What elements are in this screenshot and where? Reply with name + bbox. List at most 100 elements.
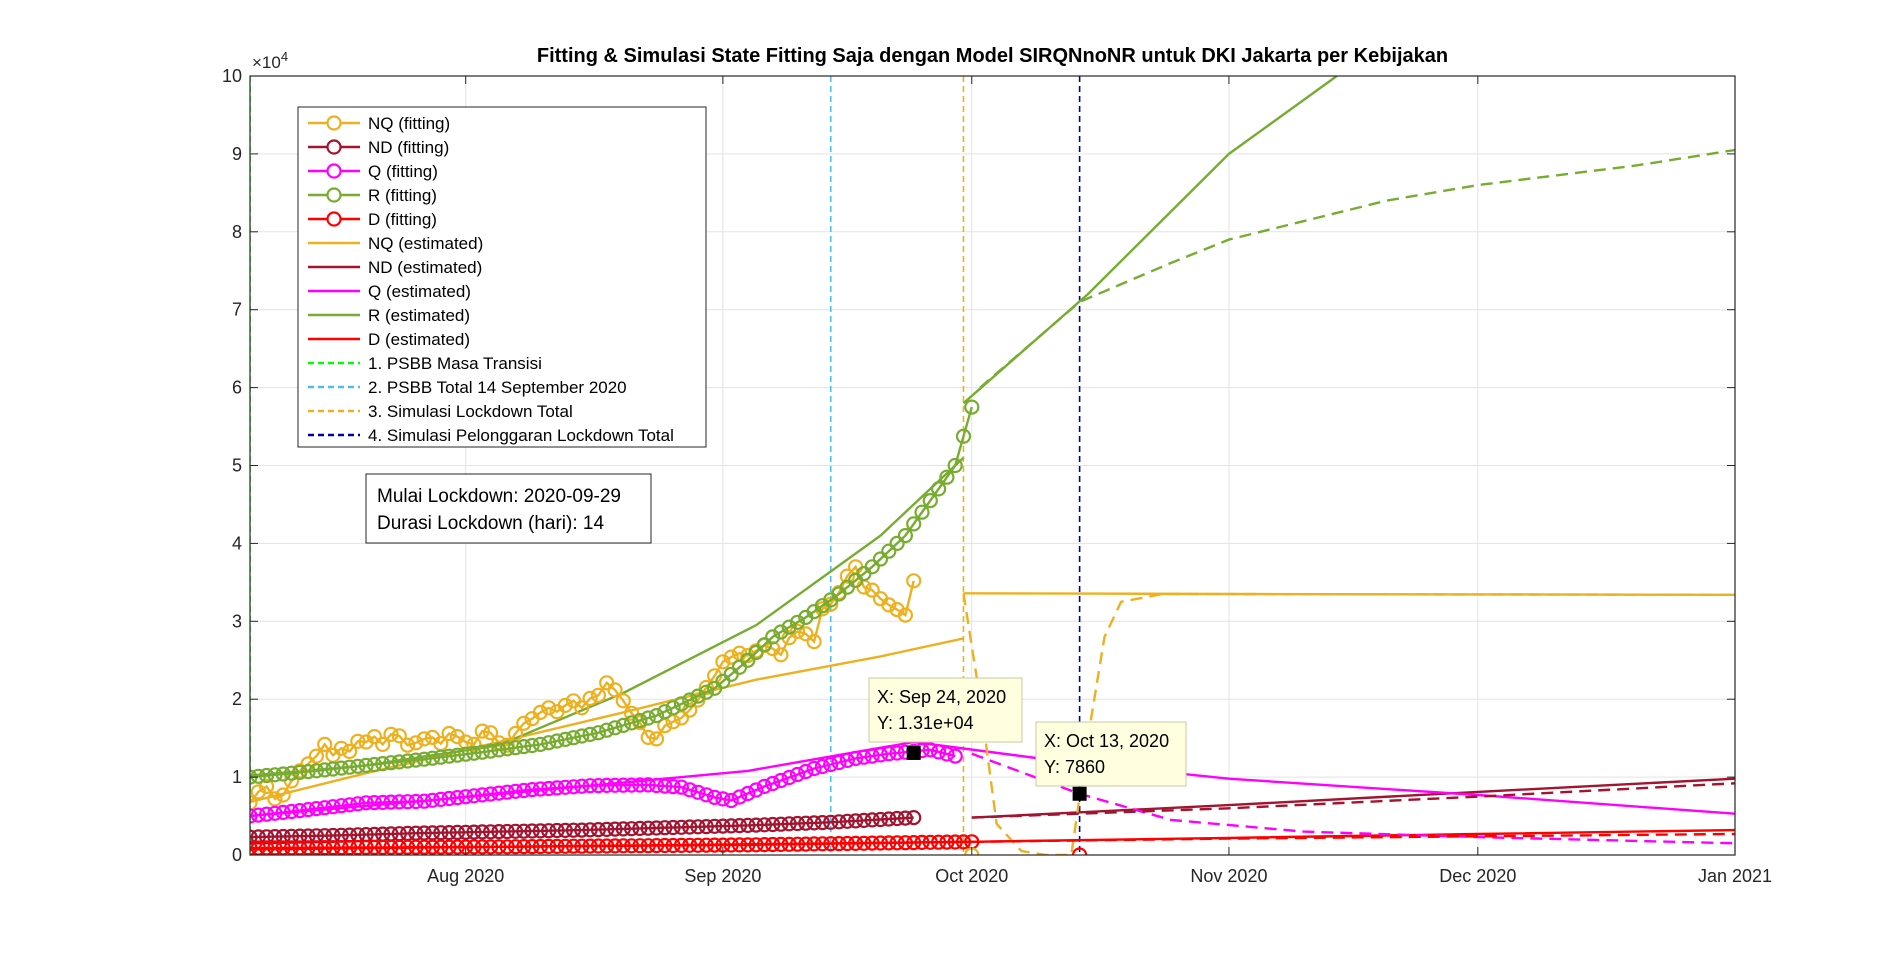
- data-point: [864, 812, 880, 828]
- data-point: [408, 839, 424, 855]
- data-point: [773, 816, 789, 832]
- data-point: [350, 839, 366, 855]
- datatip-text: X: Sep 24, 2020: [877, 687, 1006, 707]
- datatip-marker[interactable]: [906, 745, 921, 760]
- data-point: [259, 806, 275, 822]
- data-point: [491, 839, 507, 855]
- data-point: [483, 786, 499, 802]
- data-point: [549, 733, 565, 749]
- data-point: [939, 469, 955, 485]
- data-point: [789, 836, 806, 852]
- data-point: [441, 790, 457, 807]
- datatip-text: X: Oct 13, 2020: [1044, 731, 1169, 751]
- data-point: [823, 814, 839, 830]
- data-point: [325, 840, 341, 855]
- data-point: [889, 835, 905, 851]
- data-point: [682, 819, 698, 835]
- data-point: [590, 838, 607, 854]
- data-point: [648, 837, 665, 854]
- data-point: [267, 828, 283, 845]
- legend-label: ND (fitting): [368, 138, 449, 157]
- data-point: [864, 559, 880, 575]
- data-point: [930, 834, 947, 850]
- data-point: [582, 778, 598, 794]
- data-point: [715, 654, 731, 670]
- data-point: [607, 821, 623, 837]
- series-line: [971, 832, 1735, 843]
- data-point: [400, 794, 416, 810]
- data-point: [665, 700, 681, 716]
- legend-label: 3. Simulasi Lockdown Total: [368, 402, 573, 421]
- series-line: [250, 816, 914, 839]
- legend-label: 4. Simulasi Pelonggaran Lockdown Total: [368, 426, 674, 445]
- data-point: [524, 823, 540, 839]
- data-point: [623, 715, 640, 731]
- data-point: [516, 782, 532, 799]
- data-point: [590, 821, 607, 838]
- data-point: [922, 742, 938, 758]
- data-point: [499, 823, 515, 840]
- data-point: [400, 839, 416, 855]
- data-point: [806, 836, 822, 852]
- data-point: [582, 690, 598, 707]
- y-tick-label: 7: [232, 300, 242, 320]
- data-point: [756, 637, 773, 653]
- data-point: [574, 778, 590, 794]
- data-point: [259, 829, 275, 845]
- data-point: [765, 836, 781, 853]
- data-point: [789, 815, 806, 832]
- data-point: [433, 791, 449, 808]
- data-point: [375, 794, 391, 811]
- data-point: [275, 804, 291, 821]
- data-point: [881, 746, 897, 762]
- data-point: [781, 836, 797, 852]
- data-point: [806, 633, 822, 650]
- data-point: [342, 743, 358, 760]
- data-point: [599, 838, 615, 854]
- data-point: [317, 762, 333, 778]
- data-point: [632, 712, 648, 729]
- data-point: [781, 816, 797, 832]
- data-point: [565, 822, 582, 838]
- data-point: [723, 792, 739, 809]
- series-line: [971, 777, 1735, 819]
- y-tick-label: 9: [232, 144, 242, 164]
- data-point: [491, 742, 507, 758]
- data-point: [524, 737, 540, 754]
- data-point: [483, 743, 499, 759]
- data-point: [383, 726, 399, 742]
- data-point: [731, 817, 748, 834]
- data-point: [250, 808, 258, 824]
- data-point: [499, 784, 515, 800]
- data-point: [897, 607, 914, 623]
- data-point: [881, 597, 897, 613]
- data-point: [740, 837, 756, 853]
- data-point: [391, 794, 407, 810]
- data-point: [831, 814, 847, 830]
- data-point: [839, 568, 855, 584]
- legend-marker: [326, 187, 342, 203]
- data-point: [350, 758, 366, 774]
- data-point: [906, 516, 922, 532]
- data-point: [424, 825, 441, 841]
- data-point: [458, 746, 474, 762]
- plot-area-frame: [249, 75, 1736, 856]
- series-line: [971, 782, 1735, 819]
- data-point: [640, 820, 656, 836]
- data-point: [557, 779, 573, 795]
- data-point: [366, 728, 382, 745]
- data-point: [267, 791, 283, 807]
- data-point: [690, 784, 706, 800]
- datatip-marker[interactable]: [1072, 786, 1087, 801]
- data-point: [350, 796, 366, 812]
- data-point: [342, 839, 358, 855]
- y-tick-label: 2: [232, 689, 242, 709]
- data-point: [350, 733, 366, 749]
- data-point: [765, 775, 781, 792]
- data-point: [698, 787, 714, 803]
- data-point: [574, 838, 590, 854]
- data-point: [466, 788, 482, 804]
- data-point: [673, 696, 690, 712]
- legend-label: Q (fitting): [368, 162, 438, 181]
- data-point: [250, 840, 258, 855]
